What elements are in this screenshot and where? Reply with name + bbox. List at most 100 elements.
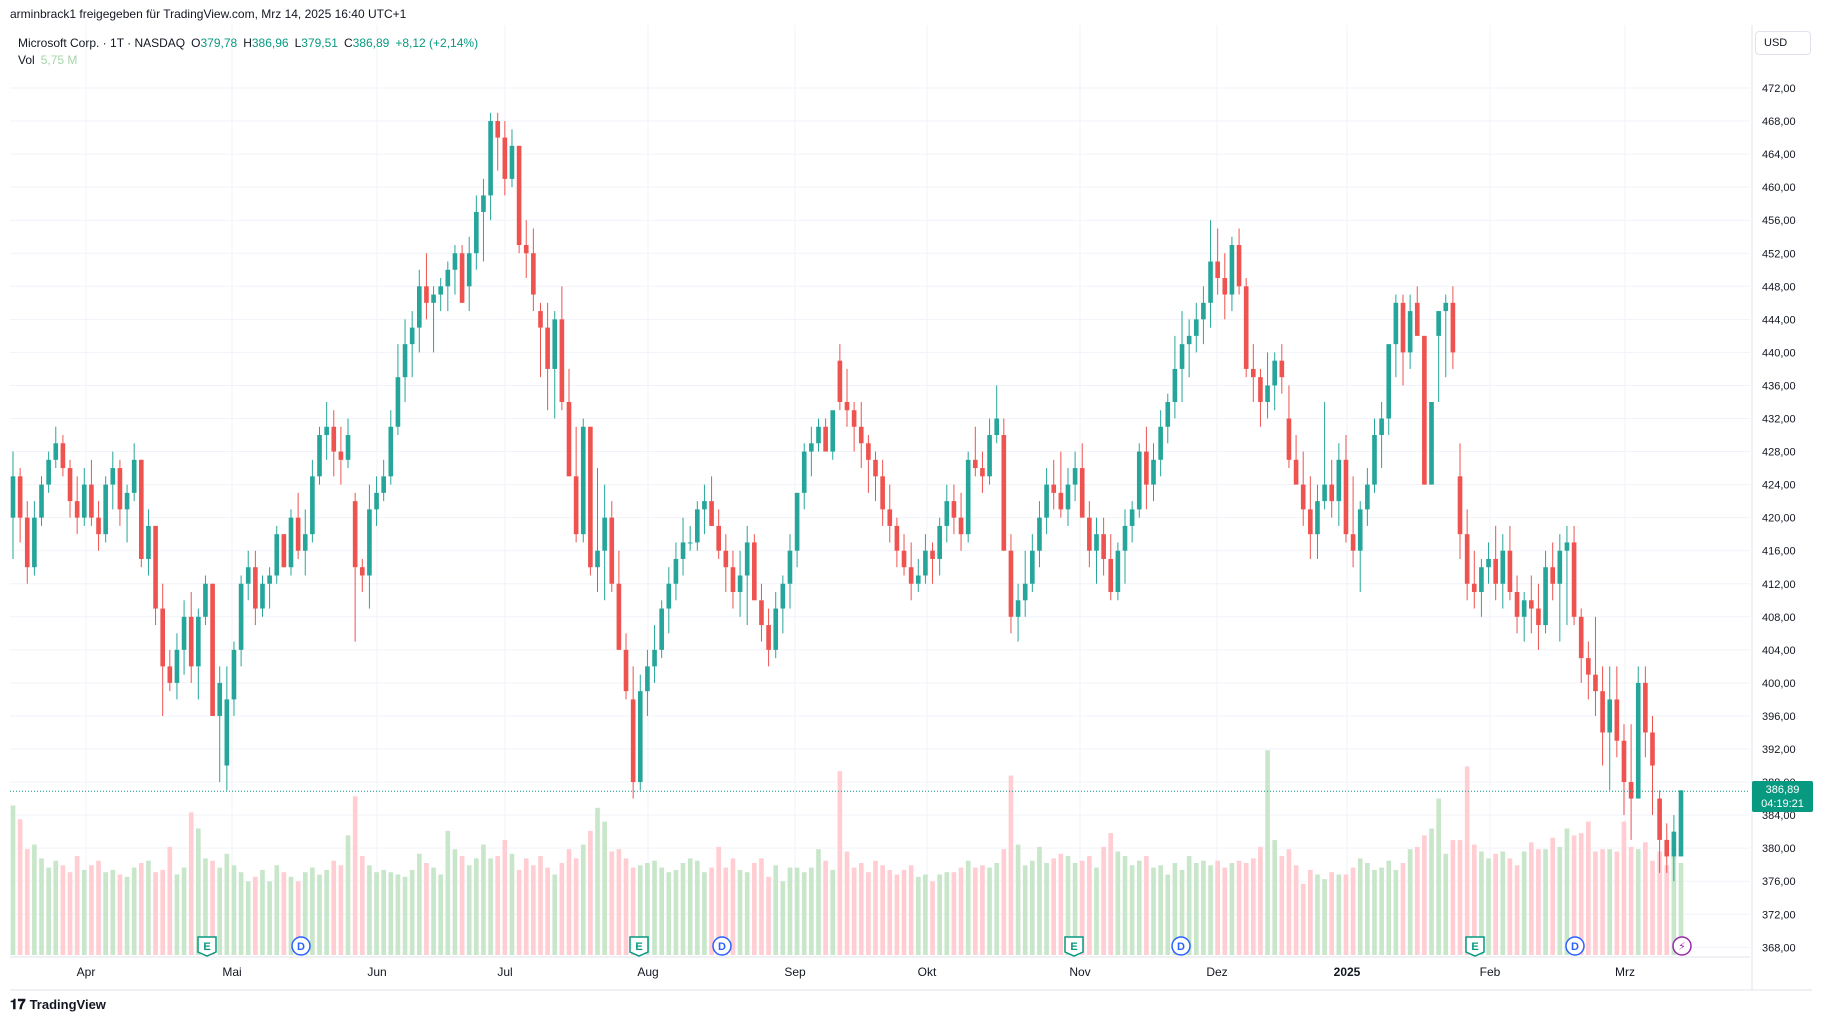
- volume-bar: [231, 865, 237, 955]
- volume-bar: [1094, 867, 1099, 955]
- volume-bar: [167, 846, 173, 955]
- symbol-name[interactable]: Microsoft Corp. · 1T · NASDAQ: [18, 36, 186, 50]
- candle-body: [965, 459, 971, 535]
- volume-bar: [274, 865, 280, 955]
- candle-body: [1400, 302, 1406, 353]
- candle-body: [1550, 567, 1556, 584]
- volume-bar: [894, 874, 900, 955]
- volume-bar: [1422, 835, 1427, 955]
- volume-bar: [1500, 851, 1506, 955]
- volume-bar: [744, 872, 750, 955]
- candle-body: [1022, 583, 1028, 601]
- volume-bar: [1236, 860, 1242, 955]
- price-tick-label: 468,00: [1762, 116, 1796, 128]
- candle-body: [709, 501, 714, 526]
- candle-body: [1571, 542, 1577, 617]
- candle-body: [103, 484, 108, 535]
- volume-bar: [1414, 846, 1420, 955]
- candle-body: [1236, 244, 1242, 287]
- dividend-marker: D: [718, 941, 726, 953]
- candle-body: [310, 476, 315, 535]
- candle-body: [181, 616, 187, 650]
- candle-body: [580, 426, 586, 535]
- time-tick-label: Nov: [1069, 965, 1090, 979]
- volume-bar: [81, 869, 87, 955]
- tradingview-logo[interactable]: 𝟏𝟕 TradingView: [10, 996, 106, 1013]
- candle-body: [1065, 484, 1071, 510]
- volume-bar: [702, 872, 707, 955]
- candle-body: [1315, 501, 1320, 535]
- volume-bar: [666, 872, 672, 955]
- volume-bar: [737, 869, 743, 955]
- earnings-marker: E: [635, 941, 642, 953]
- time-tick-label: Mrz: [1615, 965, 1635, 979]
- candle-body: [1058, 492, 1064, 510]
- candle-body: [1208, 261, 1213, 303]
- volume-bar: [103, 872, 108, 955]
- change-value: +8,12 (+2,14%): [395, 36, 479, 50]
- candle-body: [117, 468, 123, 510]
- candle-body: [1443, 302, 1449, 312]
- price-tick-label: 400,00: [1762, 678, 1796, 690]
- candle-body: [1564, 542, 1570, 551]
- volume-bar: [901, 869, 907, 955]
- candle-body: [338, 451, 344, 460]
- candle-body: [1250, 368, 1256, 378]
- volume-bar: [1464, 766, 1470, 955]
- volume-bar: [1678, 863, 1684, 955]
- volume-bar: [687, 858, 693, 955]
- price-tick-label: 372,00: [1762, 909, 1796, 921]
- candle-body: [908, 567, 914, 584]
- candle-body: [1379, 418, 1384, 436]
- volume-bar: [851, 867, 857, 955]
- volume-bar: [1365, 863, 1370, 955]
- volume-bar: [203, 858, 208, 955]
- candle-body: [509, 145, 515, 179]
- candle-body: [1072, 468, 1078, 485]
- candle-body: [659, 608, 664, 650]
- currency-button[interactable]: USD: [1755, 31, 1811, 55]
- candle-body: [1393, 302, 1399, 345]
- candle-body: [1079, 468, 1085, 518]
- earnings-marker-shape: [1465, 936, 1485, 957]
- candle-body: [1265, 385, 1270, 402]
- volume-bar: [1457, 840, 1463, 955]
- close-value: 386,89: [352, 36, 390, 50]
- candle-body: [302, 534, 308, 551]
- candle-body: [873, 459, 878, 477]
- candle-body: [217, 682, 223, 716]
- candle-body: [958, 517, 964, 535]
- candle-body: [174, 649, 180, 683]
- volume-bar: [823, 860, 828, 955]
- candle-body: [81, 484, 87, 518]
- candle-body: [381, 476, 386, 493]
- candle-body: [96, 517, 101, 535]
- candle-body: [324, 426, 329, 436]
- volume-bar: [780, 881, 786, 955]
- volume-bar: [716, 846, 722, 955]
- time-tick-label: Jun: [367, 965, 386, 979]
- volume-bar: [1108, 833, 1114, 955]
- candle-body: [944, 501, 950, 526]
- candle-body: [488, 121, 493, 196]
- time-tick-label: Apr: [77, 965, 96, 979]
- candle-body: [980, 468, 985, 477]
- candle-body: [39, 484, 44, 518]
- volume-bar: [1129, 865, 1135, 955]
- time-tick-label: Okt: [918, 965, 937, 979]
- volume-bar: [402, 876, 408, 955]
- high-value: 386,96: [251, 36, 289, 50]
- price-tick-label: 368,00: [1762, 942, 1796, 954]
- volume-bar: [873, 860, 878, 955]
- volume-bar: [1072, 863, 1078, 955]
- volume-bar: [10, 805, 16, 955]
- volume-bar: [160, 869, 166, 955]
- candle-body: [60, 443, 66, 469]
- volume-bar: [1557, 846, 1563, 955]
- volume-bar: [224, 853, 230, 955]
- volume-bar: [559, 863, 565, 955]
- volume-bar: [1165, 874, 1171, 955]
- volume-bar: [588, 830, 593, 955]
- tradingview-logo-icon: 𝟏𝟕: [10, 996, 26, 1012]
